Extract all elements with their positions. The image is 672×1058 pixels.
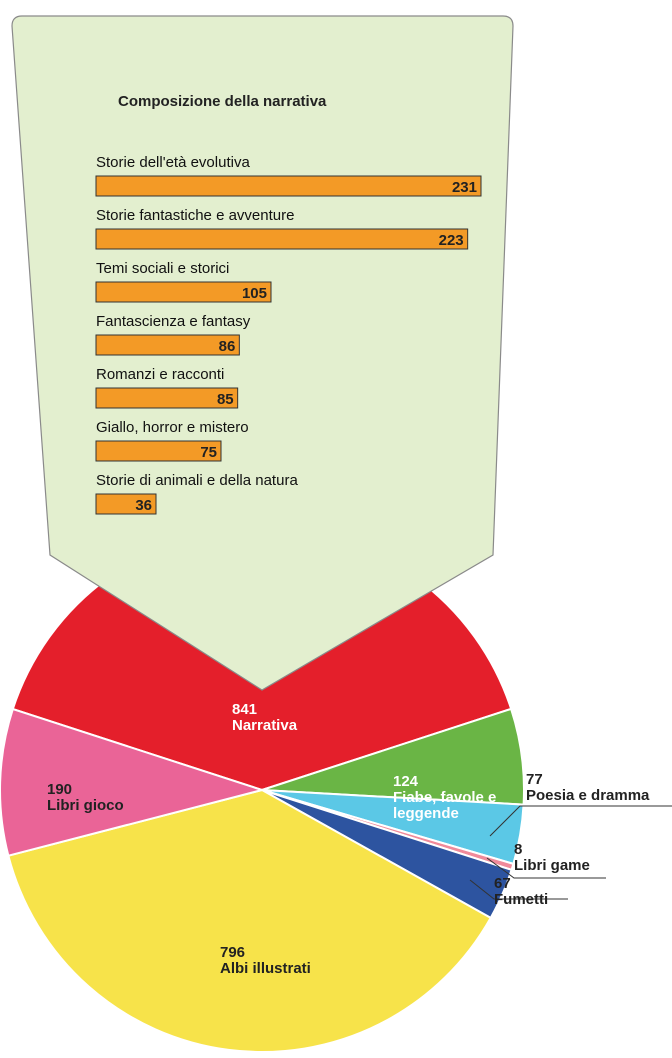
slice-name: Fumetti	[494, 891, 549, 908]
pie-slice	[0, 707, 266, 857]
bar-label: Fantascienza e fantasy	[96, 313, 251, 330]
leader	[469, 879, 568, 900]
pie-slice	[7, 788, 493, 1053]
bar-value: 231	[452, 179, 477, 196]
slice-name: Albi illustrati	[220, 960, 311, 977]
slice-label: 841 Narrativa	[232, 702, 382, 734]
slice-label: 124 Fiabe, favole e leggende	[393, 774, 505, 822]
slice-value: 77	[526, 771, 543, 788]
slice-label: 190 Libri gioco	[47, 782, 187, 814]
bar	[95, 175, 482, 197]
leader	[486, 857, 606, 879]
bar	[95, 281, 272, 303]
bar-label: Giallo, horror e mistero	[96, 419, 249, 436]
slice-name: Poesia e dramma	[526, 787, 650, 804]
bar-label: Storie di animali e della natura	[96, 472, 298, 489]
slice-label: 8 Libri game	[514, 842, 634, 874]
bar-label: Storie fantastiche e avventure	[96, 207, 294, 224]
slice-label: 67 Fumetti	[494, 876, 594, 908]
bar-title: Composizione della narrativa	[118, 93, 327, 110]
bar	[95, 334, 240, 356]
bars: Storie dell'età evolutiva 231 Storie fanta…	[95, 154, 482, 515]
bar-label: Romanzi e racconti	[96, 366, 224, 383]
slice-name: Narrativa	[232, 717, 298, 734]
bar	[95, 493, 157, 515]
slice-name: Libri gioco	[47, 797, 124, 814]
slice-value: 841	[232, 701, 258, 718]
bar-value: 36	[135, 497, 152, 514]
bar-value: 105	[242, 285, 267, 302]
slice-label: 77 Poesia e dramma	[526, 772, 672, 804]
arrow-panel	[11, 15, 514, 691]
bar	[95, 228, 469, 250]
slice-value: 67	[494, 875, 511, 892]
slice-value: 8	[514, 841, 523, 858]
slice-name: Libri game	[514, 857, 590, 874]
bar-label: Temi sociali e storici	[96, 260, 229, 277]
slice-name: Fiabe, favole e leggende	[393, 789, 497, 822]
leaders	[469, 805, 672, 900]
bar-label: Storie dell'età evolutiva	[96, 154, 250, 171]
slice-value: 190	[47, 781, 73, 798]
bar-value: 85	[217, 391, 234, 408]
slice-label: 796 Albi illustrati	[220, 945, 380, 977]
bar	[95, 440, 222, 462]
bar-value: 223	[439, 232, 464, 249]
bar	[95, 387, 239, 409]
slice-value: 124	[393, 773, 419, 790]
bar-value: 86	[219, 338, 236, 355]
slice-value: 796	[220, 944, 246, 961]
bar-value: 75	[200, 444, 217, 461]
leader	[489, 805, 672, 837]
